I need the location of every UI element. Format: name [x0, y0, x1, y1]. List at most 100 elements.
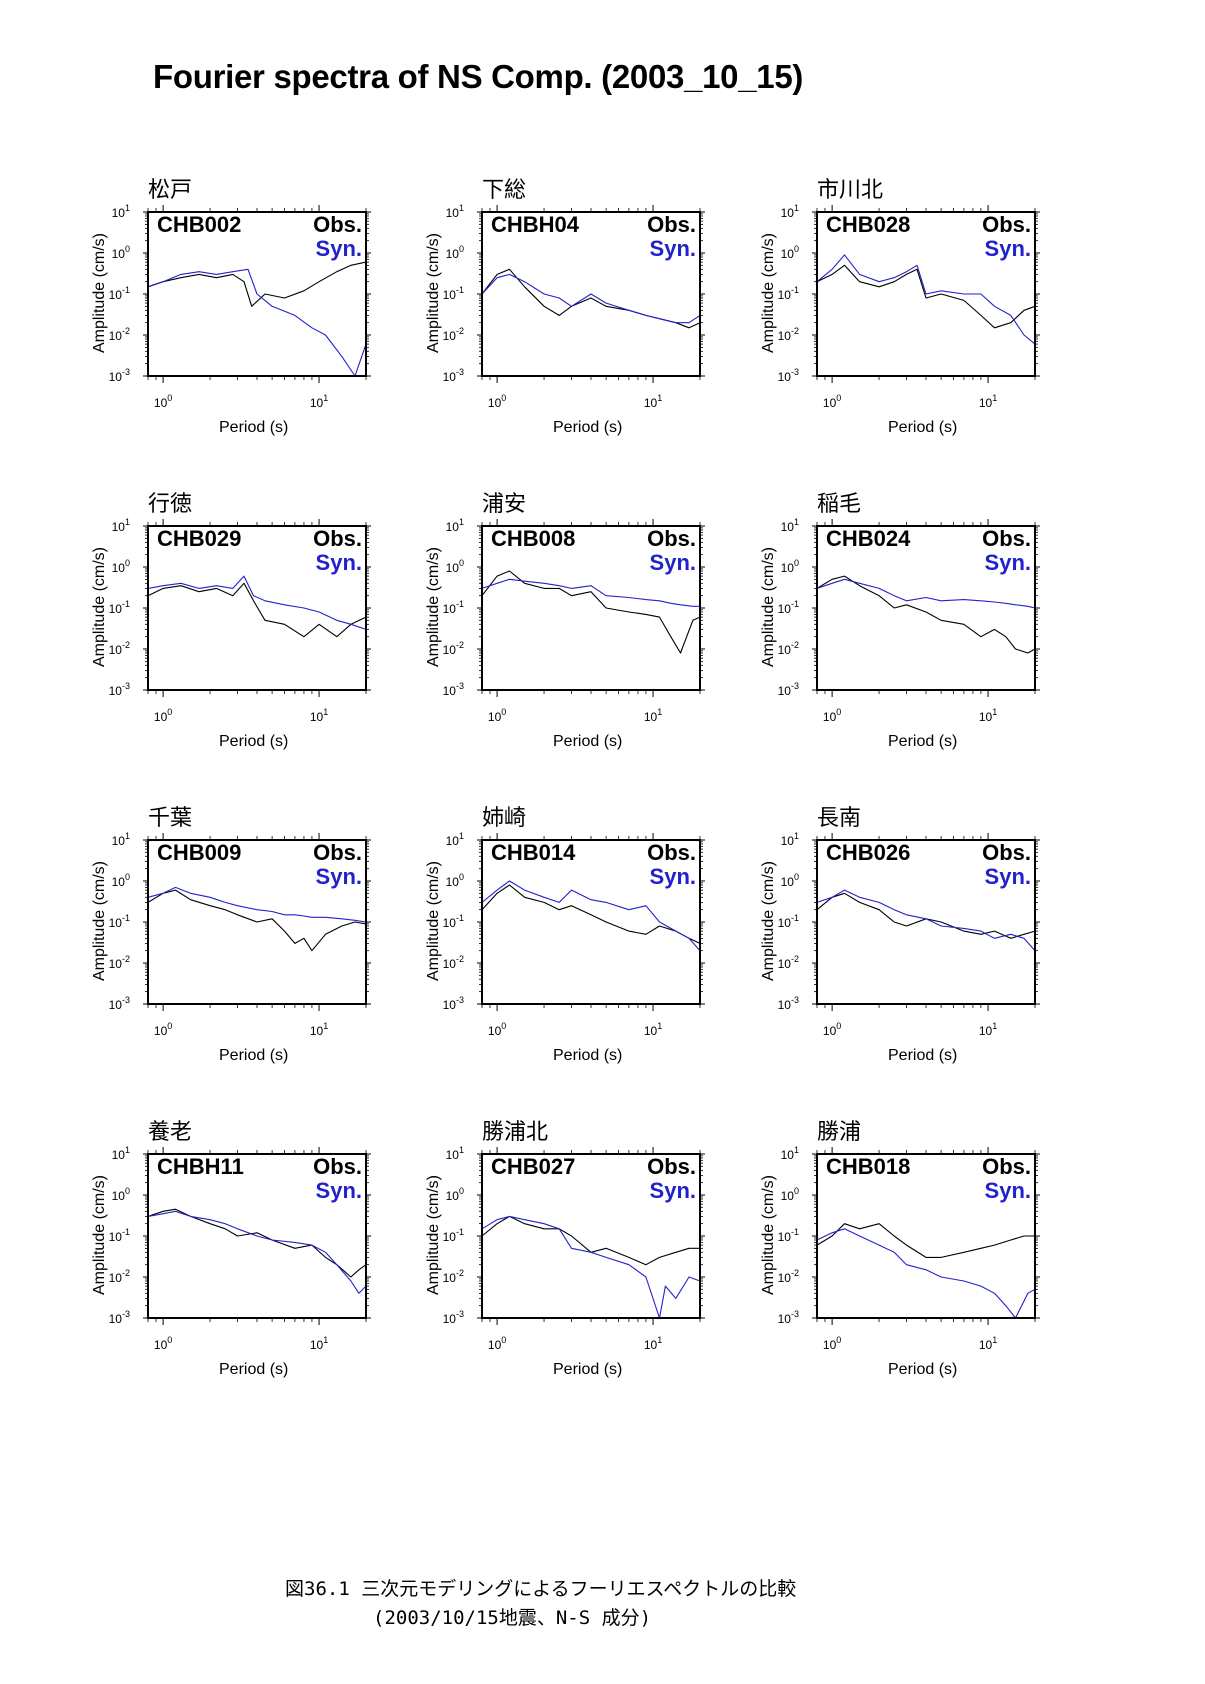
legend-obs: Obs.: [982, 212, 1031, 237]
syn-series-line: [481, 880, 701, 952]
y-tick-label: 100: [781, 244, 799, 261]
station-name: 長南: [817, 806, 862, 831]
y-tick-label: 101: [112, 1145, 130, 1162]
obs-series-line: [816, 264, 1036, 329]
y-tick-label: 100: [446, 1186, 464, 1203]
y-tick-label: 10-3: [109, 1309, 130, 1326]
x-tick-label: 100: [488, 707, 506, 724]
caption-line-2: (2003/10/15地震、N-S 成分): [373, 1607, 652, 1629]
spectrum-panel-chb008: 101 100 10-1 10-2 10-3 100 101 浦安 CHB008 Obs. Syn.…: [396, 486, 786, 816]
plot-svg: 101 100 10-1 10-2 10-3 100 101: [109, 203, 371, 410]
x-axis-label: Period (s): [219, 1047, 289, 1064]
y-tick-label: 101: [446, 203, 464, 220]
plot-svg: 101 100 10-1 10-2 10-3 100 101: [778, 1145, 1040, 1352]
y-tick-label: 10-1: [778, 913, 799, 930]
y-tick-label: 101: [446, 831, 464, 848]
obs-series-line: [481, 884, 701, 944]
y-tick-label: 10-1: [109, 599, 130, 616]
legend-syn: Syn.: [984, 864, 1031, 889]
legend-syn: Syn.: [984, 236, 1031, 261]
station-name: 下総: [482, 178, 527, 203]
y-tick-label: 10-1: [443, 1227, 464, 1244]
legend-obs: Obs.: [313, 1154, 362, 1179]
x-tick-label: 100: [488, 393, 506, 410]
spectrum-panel-chbh04: 101 100 10-1 10-2 10-3 100 101 下総 CHBH04 Obs. Syn.…: [396, 172, 786, 502]
legend-syn: Syn.: [315, 236, 362, 261]
x-tick-label: 101: [644, 1335, 662, 1352]
y-tick-label: 10-3: [778, 367, 799, 384]
syn-series-line: [147, 886, 367, 923]
legend-syn: Syn.: [649, 550, 696, 575]
x-axis-label: Period (s): [553, 419, 623, 436]
station-code: CHB009: [157, 840, 242, 865]
y-tick-label: 10-3: [778, 995, 799, 1012]
x-axis-label: Period (s): [553, 733, 623, 750]
x-axis-label: Period (s): [888, 733, 958, 750]
obs-series-line: [147, 1208, 367, 1278]
y-tick-label: 10-3: [778, 1309, 799, 1326]
spectrum-panel-chb024: 101 100 10-1 10-2 10-3 100 101 稲毛 CHB024 Obs. Syn.…: [731, 486, 1121, 816]
y-tick-label: 101: [112, 203, 130, 220]
obs-series-line: [816, 892, 1036, 939]
x-axis-label: Period (s): [219, 419, 289, 436]
x-tick-label: 100: [154, 393, 172, 410]
spectrum-panel-chb018: 101 100 10-1 10-2 10-3 100 101 勝浦 CHB018 Obs. Syn.…: [731, 1114, 1121, 1444]
y-tick-label: 10-3: [443, 1309, 464, 1326]
station-code: CHB024: [826, 526, 911, 551]
y-tick-label: 10-1: [109, 285, 130, 302]
x-axis-label: Period (s): [888, 1047, 958, 1064]
y-axis-label: Amplitude (cm/s): [425, 232, 442, 354]
syn-series-line: [816, 254, 1036, 345]
legend-obs: Obs.: [647, 526, 696, 551]
y-tick-label: 100: [112, 1186, 130, 1203]
y-tick-label: 10-2: [443, 954, 464, 971]
x-tick-label: 101: [644, 1021, 662, 1038]
spectrum-panel-chb027: 101 100 10-1 10-2 10-3 100 101 勝浦北 CHB027 Obs. Syn…: [396, 1114, 786, 1444]
figure-caption: 図36.1 三次元モデリングによるフーリエスペクトルの比較 (2003/10/1…: [285, 1575, 796, 1633]
spectrum-panel-chb029: 101 100 10-1 10-2 10-3 100 101 行徳 CHB029 Obs. Syn.…: [62, 486, 452, 816]
x-tick-label: 101: [979, 393, 997, 410]
y-tick-label: 10-2: [778, 1268, 799, 1285]
syn-series-line: [147, 575, 367, 630]
y-tick-label: 10-1: [109, 913, 130, 930]
y-tick-label: 101: [112, 517, 130, 534]
y-tick-label: 10-2: [778, 640, 799, 657]
legend-obs: Obs.: [313, 212, 362, 237]
spectrum-panel-chb026: 101 100 10-1 10-2 10-3 100 101 長南 CHB026 Obs. Syn.…: [731, 800, 1121, 1130]
y-tick-label: 101: [446, 1145, 464, 1162]
legend-obs: Obs.: [982, 840, 1031, 865]
x-tick-label: 101: [310, 1335, 328, 1352]
y-tick-label: 100: [112, 244, 130, 261]
y-axis-label: Amplitude (cm/s): [760, 232, 777, 354]
station-name: 松戸: [148, 178, 193, 203]
legend-syn: Syn.: [315, 550, 362, 575]
legend-syn: Syn.: [315, 1178, 362, 1203]
x-tick-label: 100: [823, 1335, 841, 1352]
y-tick-label: 10-1: [443, 599, 464, 616]
plot-svg: 101 100 10-1 10-2 10-3 100 101: [109, 831, 371, 1038]
x-tick-label: 100: [154, 707, 172, 724]
y-tick-label: 10-1: [778, 599, 799, 616]
station-name: 養老: [148, 1120, 193, 1145]
legend-syn: Syn.: [649, 1178, 696, 1203]
spectrum-panel-chb002: 101 100 10-1 10-2 10-3 100 101 松戸 CHB002 Obs. Syn.…: [62, 172, 452, 502]
legend-obs: Obs.: [647, 212, 696, 237]
x-tick-label: 101: [644, 393, 662, 410]
y-tick-label: 10-2: [109, 640, 130, 657]
station-code: CHB027: [491, 1154, 576, 1179]
plot-svg: 101 100 10-1 10-2 10-3 100 101: [778, 517, 1040, 724]
x-tick-label: 100: [488, 1021, 506, 1038]
y-tick-label: 10-3: [443, 995, 464, 1012]
plot-svg: 101 100 10-1 10-2 10-3 100 101: [443, 831, 705, 1038]
x-tick-label: 100: [823, 707, 841, 724]
y-tick-label: 10-1: [778, 1227, 799, 1244]
obs-series-line: [481, 1215, 700, 1266]
y-tick-label: 100: [781, 558, 799, 575]
y-tick-label: 10-1: [443, 285, 464, 302]
obs-series-line: [816, 575, 1036, 654]
plot-svg: 101 100 10-1 10-2 10-3 100 101: [778, 203, 1040, 410]
plot-svg: 101 100 10-1 10-2 10-3 100 101: [109, 1145, 371, 1352]
plot-svg: 101 100 10-1 10-2 10-3 100 101: [778, 831, 1040, 1038]
station-name: 勝浦北: [482, 1120, 549, 1145]
